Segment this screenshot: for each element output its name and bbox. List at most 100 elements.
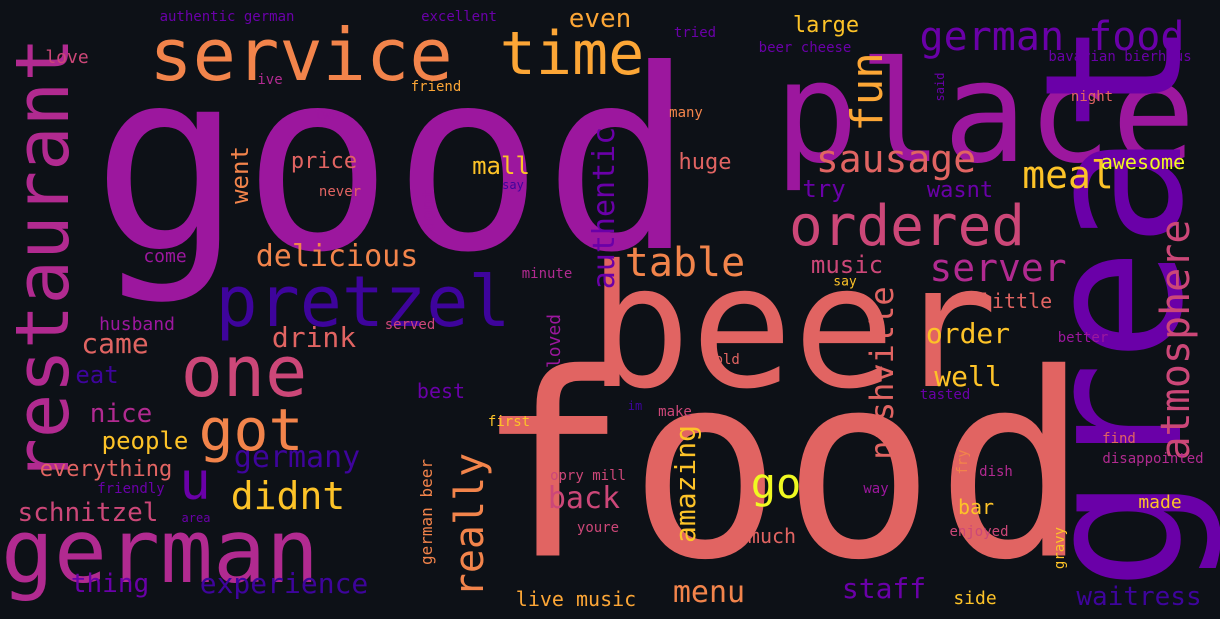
cloud-word: ive (257, 72, 283, 88)
cloud-word: way (863, 481, 889, 497)
cloud-word: im (627, 399, 643, 413)
cloud-word: germany (233, 440, 361, 475)
cloud-word: drink (271, 321, 357, 354)
cloud-word: tasted (919, 387, 971, 403)
cloud-word: many (669, 105, 703, 121)
cloud-word: cold (706, 352, 740, 368)
cloud-word: served (384, 317, 436, 333)
cloud-word: restaurant (0, 37, 86, 483)
cloud-word: waitress (1076, 582, 1202, 612)
cloud-word: beer cheese (758, 40, 852, 56)
cloud-word: gravy (1052, 526, 1068, 570)
cloud-word: side (953, 588, 997, 609)
cloud-word: atmosphere (1153, 219, 1199, 461)
cloud-word: two (314, 107, 340, 123)
cloud-word: authentic (587, 126, 622, 290)
cloud-word: find (1102, 431, 1136, 447)
cloud-word: say (833, 274, 857, 290)
cloud-word: really (447, 452, 493, 598)
cloud-word: nice (89, 399, 153, 429)
cloud-word: bar (957, 495, 995, 519)
cloud-word: sausage (815, 137, 977, 181)
cloud-word: much (747, 524, 797, 548)
cloud-word: night (1070, 89, 1114, 105)
cloud-word: come (143, 246, 187, 267)
cloud-word: beer (588, 229, 998, 427)
cloud-word: went (226, 146, 254, 204)
cloud-word: amazing (669, 424, 702, 544)
cloud-word: large (792, 13, 860, 38)
cloud-word: got (198, 396, 304, 464)
cloud-word: best (416, 379, 466, 403)
cloud-word: pretzel (215, 261, 511, 343)
cloud-word: order (925, 317, 1011, 350)
cloud-word: experience (199, 567, 369, 600)
cloud-word: said (933, 72, 947, 102)
cloud-word: german (1, 500, 319, 603)
cloud-word: huge (678, 150, 732, 175)
cloud-word: table (624, 240, 746, 286)
cloud-word: awesome (1100, 150, 1186, 174)
cloud-word: ordered (788, 194, 1026, 259)
cloud-word: minute (521, 266, 573, 282)
cloud-word: delicious (255, 239, 419, 274)
cloud-word: meal (1022, 153, 1114, 197)
cloud-word: time (499, 19, 645, 89)
cloud-word: make (658, 404, 692, 420)
cloud-word: eat (75, 361, 119, 389)
cloud-word: enjoyed (949, 524, 1009, 540)
cloud-word: say (502, 178, 524, 192)
cloud-word: price (290, 149, 358, 174)
cloud-word: authentic german (159, 9, 295, 25)
cloud-word: love (45, 47, 89, 68)
cloud-word: opry mill (550, 468, 626, 484)
cloud-word: nashville (863, 286, 901, 460)
cloud-word: service (149, 13, 453, 97)
cloud-word: excellent (421, 9, 497, 25)
cloud-word: didnt (230, 474, 346, 518)
cloud-word: try (802, 175, 846, 203)
cloud-word: food (474, 319, 1090, 617)
cloud-word: go (750, 459, 802, 508)
cloud-word: disappointed (1102, 451, 1204, 467)
cloud-word: tried (673, 25, 717, 41)
cloud-word: area (181, 511, 211, 525)
cloud-word: friendly (97, 481, 165, 497)
cloud-word: made (1138, 492, 1182, 513)
cloud-word: bavarian bierhaus (1048, 49, 1192, 65)
cloud-word: first (487, 414, 531, 430)
cloud-word: dont (418, 188, 439, 232)
cloud-word: u (179, 452, 211, 512)
cloud-word: even (568, 4, 632, 34)
cloud-word: music (810, 251, 884, 279)
cloud-word: place (774, 32, 1196, 195)
cloud-word: came (81, 327, 149, 360)
cloud-word: good (91, 16, 695, 307)
cloud-word: thing (70, 569, 150, 599)
cloud-word: little (979, 289, 1053, 313)
cloud-word: mall (472, 152, 530, 180)
cloud-word: one (180, 331, 308, 413)
cloud-word: fun (842, 52, 893, 132)
cloud-word: menu (672, 575, 746, 610)
cloud-word: better (1057, 330, 1109, 346)
cloud-word: loved (544, 313, 565, 369)
cloud-word: server (929, 246, 1067, 290)
cloud-word: husband (99, 314, 175, 335)
cloud-word: well (934, 360, 1002, 393)
cloud-word: youre (576, 520, 620, 536)
cloud-word: back (547, 481, 621, 516)
cloud-word: live music (515, 587, 637, 611)
cloud-word: friend (410, 79, 462, 95)
cloud-word: never (318, 184, 362, 200)
cloud-word: german food (919, 14, 1185, 60)
cloud-word: everything (39, 457, 173, 482)
cloud-word: people (101, 427, 189, 455)
cloud-word: dish (979, 464, 1013, 480)
cloud-word: german beer (417, 459, 436, 565)
cloud-word: staff (841, 572, 927, 605)
cloud-word: schnitzel (17, 498, 159, 528)
cloud-word: wasnt (926, 178, 994, 203)
cloud-word: fry (955, 449, 971, 475)
